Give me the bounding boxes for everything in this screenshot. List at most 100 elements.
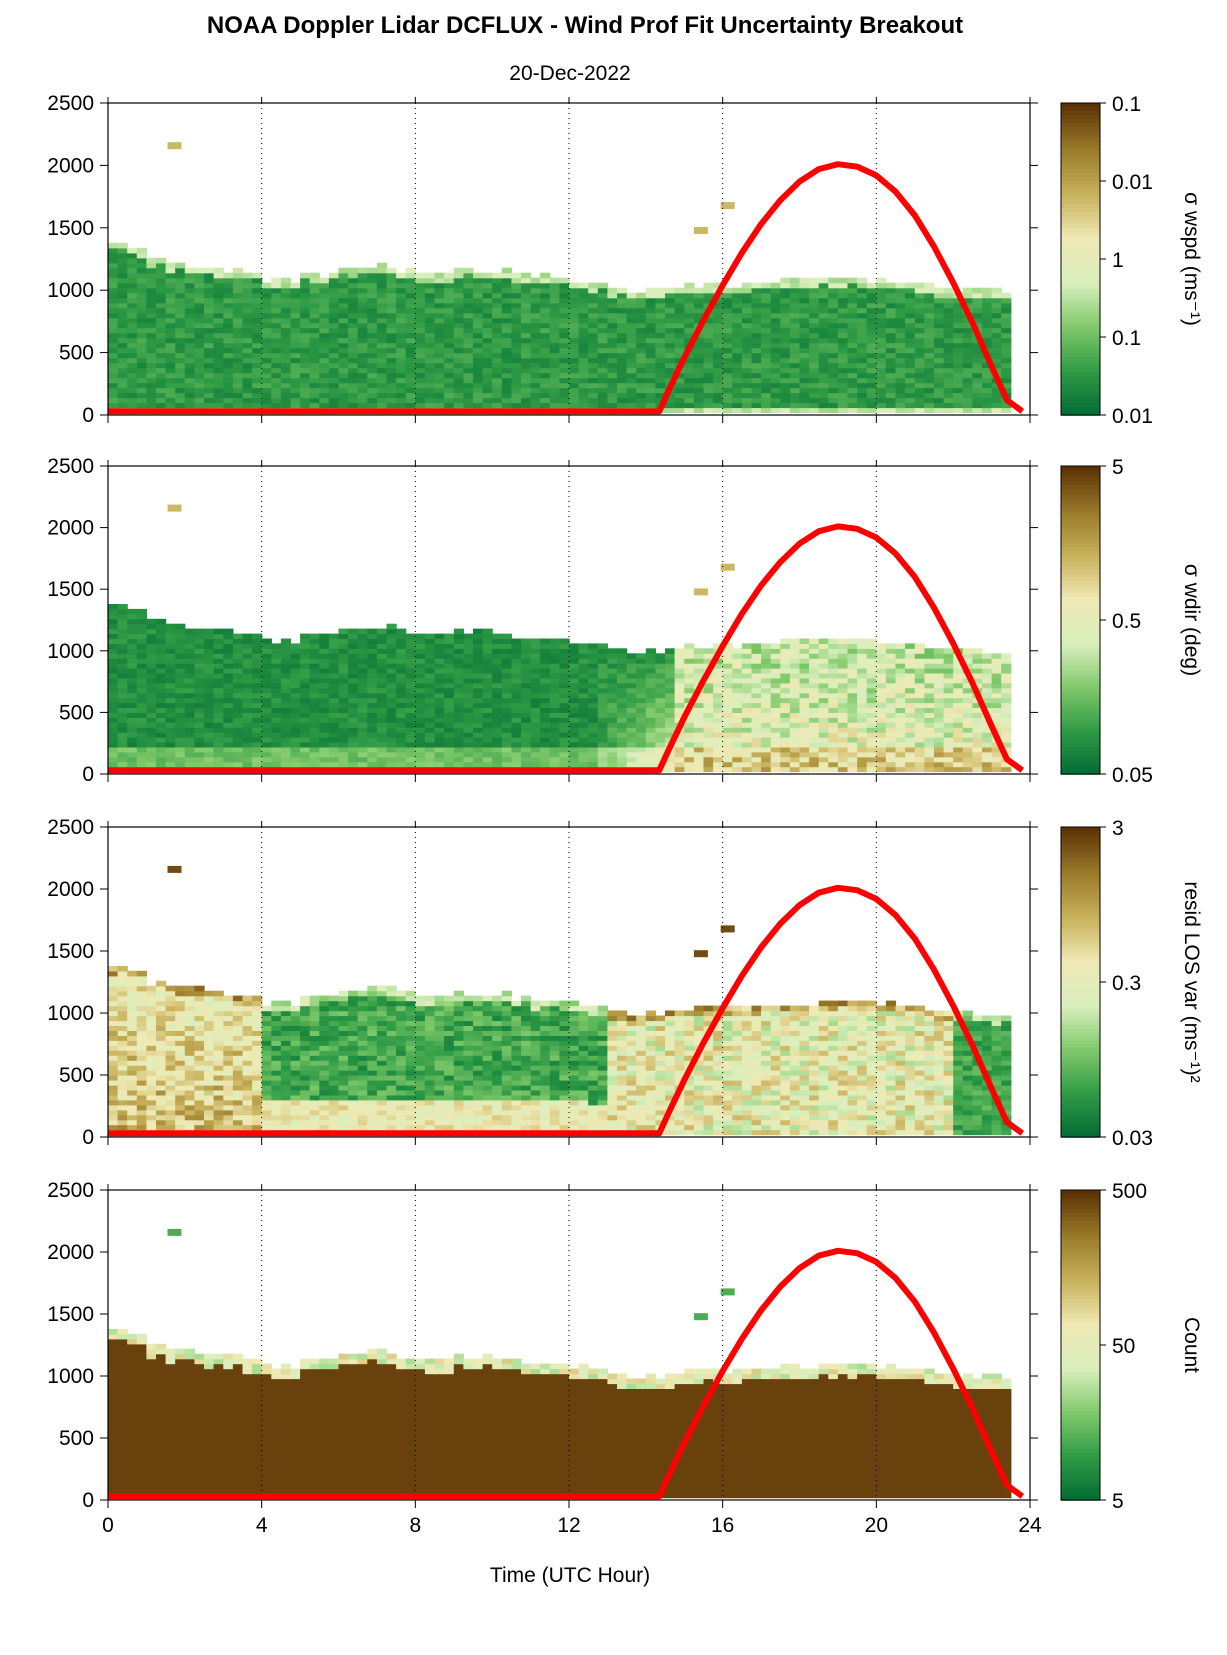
heatmap-cell (473, 282, 484, 289)
heatmap-cell (847, 658, 858, 664)
heatmap-cell (780, 742, 791, 748)
heatmap-cell (309, 367, 320, 374)
heatmap-cell (444, 327, 455, 334)
heatmap-cell (175, 648, 186, 654)
heatmap-cell (501, 352, 512, 359)
heatmap-cell (559, 673, 570, 679)
heatmap-cell (194, 402, 205, 409)
heatmap-cell (501, 697, 512, 704)
heatmap-cell (280, 682, 292, 689)
heatmap-cell (837, 372, 849, 379)
heatmap-cell (146, 722, 157, 728)
heatmap-cell (242, 302, 253, 309)
heatmap-cell (953, 312, 964, 319)
heatmap-cell (473, 367, 484, 374)
heatmap-cell (588, 717, 599, 723)
heatmap-cell (770, 643, 781, 649)
heatmap-cell (549, 367, 560, 374)
heatmap-cell (578, 742, 589, 748)
heatmap-cell (453, 332, 464, 339)
heatmap-cell (252, 372, 263, 379)
heatmap-cell (924, 392, 935, 399)
heatmap-cell (895, 673, 906, 679)
heatmap-cell (415, 653, 426, 659)
heatmap-cell (376, 727, 388, 733)
heatmap-cell (223, 367, 234, 374)
heatmap-cell (319, 277, 330, 284)
heatmap-cell (924, 357, 935, 364)
heatmap-cell (780, 302, 791, 309)
heatmap-cell (761, 727, 772, 733)
heatmap-cell (569, 643, 580, 649)
heatmap-cell (271, 732, 282, 738)
heatmap-cell (674, 312, 685, 319)
heatmap-cell (453, 712, 464, 718)
heatmap-cell (213, 638, 224, 644)
heatmap-cell (617, 342, 628, 349)
heatmap-cell (924, 317, 935, 324)
heatmap-cell (290, 337, 301, 344)
heatmap-cell (213, 317, 224, 324)
heatmap-cell (136, 307, 147, 314)
heatmap-cell (108, 712, 119, 718)
heatmap-cell (713, 687, 724, 694)
heatmap-cell (540, 653, 551, 659)
heatmap-cell (549, 668, 560, 674)
heatmap-cell (463, 392, 474, 399)
heatmap-cell (818, 677, 829, 684)
heatmap-cell (194, 756, 205, 763)
heatmap-cell (261, 756, 272, 763)
heatmap-cell (934, 347, 945, 354)
heatmap-cell (665, 653, 676, 659)
heatmap-cell (866, 756, 877, 763)
heatmap-cell (204, 347, 215, 354)
heatmap-cell (376, 638, 388, 644)
heatmap-cell (530, 742, 541, 748)
heatmap-cell (789, 687, 801, 694)
heatmap-cell (376, 648, 388, 654)
heatmap-cell (261, 658, 272, 664)
heatmap-cell (328, 342, 340, 349)
heatmap-cell (444, 307, 455, 314)
heatmap-cell (809, 387, 820, 394)
heatmap-cell (156, 342, 167, 349)
heatmap-cell (789, 387, 801, 394)
heatmap-cell (165, 342, 176, 349)
heatmap-cell (146, 397, 157, 404)
heatmap-cell (108, 604, 119, 610)
heatmap-cell (982, 312, 993, 319)
heatmap-cell (453, 397, 464, 404)
heatmap-cell (213, 677, 224, 684)
heatmap-cell (175, 297, 186, 304)
heatmap-cell (492, 302, 503, 309)
heatmap-cell (386, 327, 397, 334)
heatmap-cell (597, 756, 608, 763)
heatmap-cell (665, 751, 676, 758)
heatmap-cell (914, 307, 925, 314)
heatmap-cell (713, 332, 724, 339)
heatmap-cell (482, 322, 493, 329)
heatmap-cell (319, 761, 330, 768)
heatmap-cell (674, 751, 685, 758)
colorbar-segment (1061, 266, 1100, 272)
heatmap-cell (885, 761, 897, 768)
heatmap-cell (223, 322, 234, 329)
heatmap-cell (415, 737, 426, 743)
heatmap-cell (895, 332, 906, 339)
heatmap-cell (415, 312, 426, 319)
heatmap-cell (300, 648, 311, 654)
heatmap-cell (348, 653, 359, 659)
heatmap-cell (982, 342, 993, 349)
heatmap-cell (386, 297, 397, 304)
heatmap-cell (319, 707, 330, 713)
heatmap-cell (405, 732, 416, 738)
heatmap-cell (348, 352, 359, 359)
heatmap-cell (818, 697, 829, 704)
heatmap-cell (693, 392, 705, 399)
heatmap-cell (540, 357, 551, 364)
heatmap-cell (511, 302, 522, 309)
heatmap-cell (444, 367, 455, 374)
heatmap-cell (223, 382, 234, 389)
heatmap-cell (549, 332, 560, 339)
heatmap-cell (424, 292, 436, 299)
